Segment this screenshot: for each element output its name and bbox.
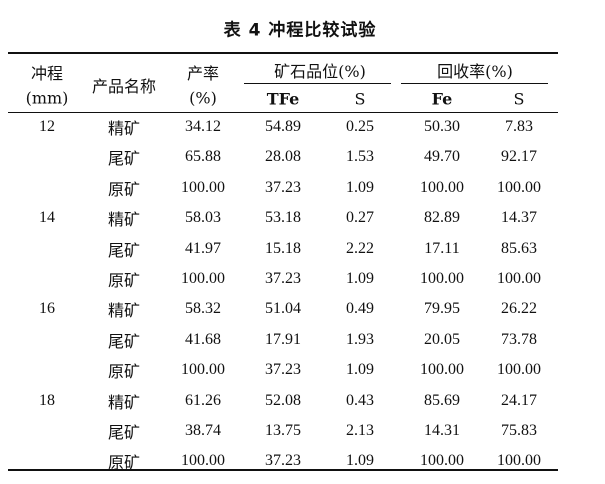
header-grade-tfe: TFe	[266, 89, 300, 109]
cell-yield: 100.00	[181, 178, 225, 196]
cell-rec-s: 24.17	[501, 391, 537, 409]
cell-yield: 58.03	[185, 209, 221, 227]
cell-rec-fe: 100.00	[420, 361, 464, 379]
cell-yield: 61.26	[185, 391, 221, 409]
cell-yield: 100.00	[181, 270, 225, 287]
cell-tfe: 54.89	[265, 118, 301, 135]
cell-product: 精矿	[107, 303, 141, 321]
cell-product: 尾矿	[107, 333, 141, 351]
cell-yield: 41.68	[185, 330, 221, 348]
cell-product: 原矿	[107, 181, 141, 199]
cell-product: 尾矿	[107, 425, 141, 442]
cell-rec-s: 100.00	[497, 178, 541, 196]
cell-product: 原矿	[107, 364, 141, 382]
header-stroke: 冲程	[30, 64, 64, 83]
cell-product: 尾矿	[107, 151, 141, 169]
cell-product: 尾矿	[107, 242, 141, 260]
grade-subrule	[244, 83, 391, 84]
header-grade: 矿石品位(%)	[274, 62, 366, 81]
cell-rec-fe: 100.00	[420, 452, 464, 470]
cell-stroke: 16	[39, 300, 55, 318]
cell-s: 1.09	[346, 361, 374, 379]
cell-product: 原矿	[107, 455, 141, 473]
cell-rec-s: 85.63	[501, 239, 537, 257]
cell-product: 原矿	[107, 273, 141, 290]
cell-rec-s: 100.00	[497, 452, 541, 470]
header-recovery: 回收率(%)	[437, 62, 513, 81]
cell-rec-s: 100.00	[497, 361, 541, 379]
cell-s: 1.09	[346, 178, 374, 196]
cell-rec-fe: 85.69	[424, 391, 460, 409]
cell-s: 0.25	[346, 118, 374, 135]
header-recovery-s: S	[513, 89, 525, 109]
header-product: 产品名称	[91, 77, 157, 96]
cell-yield: 41.97	[185, 239, 221, 257]
cell-product: 精矿	[107, 394, 141, 412]
cell-yield: 38.74	[185, 422, 221, 439]
table-title: 表 4 冲程比较试验	[223, 20, 377, 41]
cell-rec-fe: 100.00	[420, 270, 464, 287]
top-rule	[8, 52, 558, 54]
cell-rec-s: 26.22	[501, 300, 537, 318]
cell-tfe: 37.23	[265, 361, 301, 379]
cell-yield: 100.00	[181, 452, 225, 470]
bottom-rule	[8, 469, 558, 471]
header-rule	[8, 112, 558, 113]
cell-s: 1.93	[346, 330, 374, 348]
cell-tfe: 53.18	[265, 209, 301, 227]
header-grade-s: S	[354, 89, 366, 109]
cell-rec-fe: 100.00	[420, 178, 464, 196]
cell-rec-s: 100.00	[497, 270, 541, 287]
header-yield-unit: (%)	[189, 88, 217, 108]
cell-tfe: 13.75	[265, 422, 301, 439]
cell-rec-fe: 14.31	[424, 422, 460, 439]
cell-product: 精矿	[107, 121, 141, 138]
cell-rec-fe: 82.89	[424, 209, 460, 227]
cell-yield: 58.32	[185, 300, 221, 318]
cell-tfe: 15.18	[265, 239, 301, 257]
cell-rec-s: 73.78	[501, 330, 537, 348]
cell-stroke: 14	[39, 209, 55, 227]
recovery-subrule	[401, 83, 548, 84]
cell-yield: 65.88	[185, 148, 221, 166]
cell-stroke: 12	[39, 118, 55, 135]
cell-s: 1.53	[346, 148, 374, 166]
cell-rec-s: 92.17	[501, 148, 537, 166]
header-stroke-unit: (mm)	[25, 88, 69, 108]
cell-s: 1.09	[346, 452, 374, 470]
cell-rec-fe: 49.70	[424, 148, 460, 166]
cell-tfe: 37.23	[265, 270, 301, 287]
cell-s: 2.22	[346, 239, 374, 257]
cell-tfe: 52.08	[265, 391, 301, 409]
header-yield: 产率	[186, 64, 220, 83]
cell-yield: 34.12	[185, 118, 221, 135]
cell-rec-s: 7.83	[505, 118, 533, 135]
cell-s: 0.27	[346, 209, 374, 227]
cell-rec-fe: 50.30	[424, 118, 460, 135]
cell-s: 1.09	[346, 270, 374, 287]
header-recovery-fe: Fe	[431, 89, 453, 109]
cell-tfe: 17.91	[265, 330, 301, 348]
cell-stroke: 18	[39, 391, 55, 409]
cell-rec-fe: 79.95	[424, 300, 460, 318]
cell-tfe: 28.08	[265, 148, 301, 166]
cell-rec-s: 75.83	[501, 422, 537, 439]
cell-product: 精矿	[107, 212, 141, 230]
cell-s: 0.43	[346, 391, 374, 409]
cell-rec-fe: 20.05	[424, 330, 460, 348]
cell-rec-s: 14.37	[501, 209, 537, 227]
cell-tfe: 37.23	[265, 178, 301, 196]
cell-s: 0.49	[346, 300, 374, 318]
cell-s: 2.13	[346, 422, 374, 439]
cell-yield: 100.00	[181, 361, 225, 379]
cell-tfe: 51.04	[265, 300, 301, 318]
cell-rec-fe: 17.11	[424, 239, 460, 257]
cell-tfe: 37.23	[265, 452, 301, 470]
